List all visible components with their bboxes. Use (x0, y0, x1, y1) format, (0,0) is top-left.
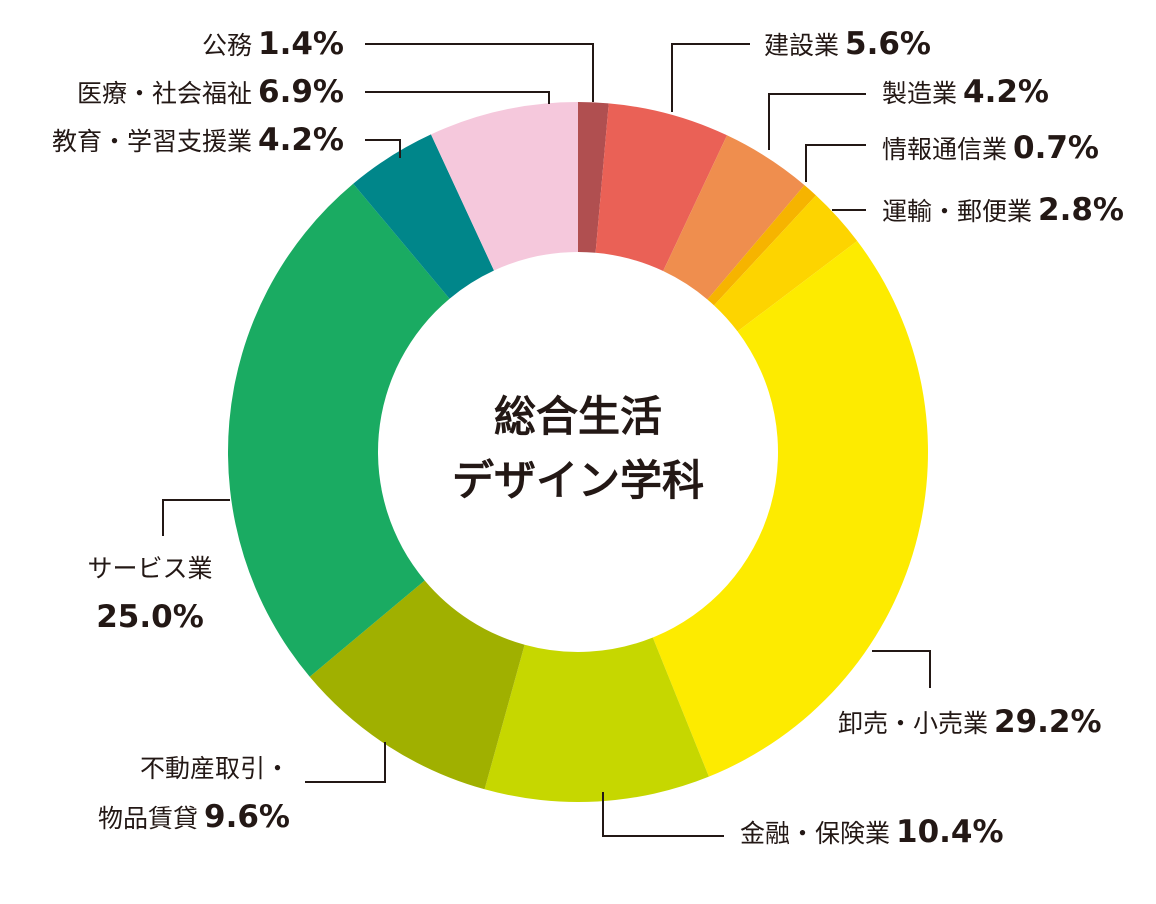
label-jouhou: 情報通信業 0.7% (882, 130, 1099, 166)
leader-line-service (162, 499, 230, 536)
slice-2 (663, 135, 805, 300)
label-koumu: 公務 1.4% (202, 26, 344, 62)
leader-line-kensetsu (671, 43, 750, 112)
slice-7 (309, 580, 525, 790)
slice-3 (707, 185, 816, 306)
label-kensetsu: 建設業 5.6% (764, 26, 931, 62)
label-unyu: 運輸・郵便業 2.8% (882, 192, 1124, 228)
label-iryou: 医療・社会福祉 6.9% (77, 74, 344, 110)
label-kinyu: 金融・保険業 10.4% (740, 814, 1004, 850)
leader-line-seizou (768, 93, 866, 150)
label-seizou: 製造業 4.2% (882, 74, 1049, 110)
slice-6 (484, 637, 709, 802)
label-fudousan: 不動産取引・ 物品賃貸 9.6% (98, 754, 290, 835)
slice-0 (578, 102, 609, 253)
leader-line-iryou (365, 91, 550, 104)
center-title-line-1: 総合生活 (493, 392, 662, 441)
leader-lines (162, 43, 931, 837)
leader-line-kyouiku (365, 139, 401, 158)
slice-4 (713, 195, 858, 332)
slice-8 (228, 183, 450, 677)
slice-9 (353, 134, 494, 299)
label-service: サービス業 25.0% (87, 554, 213, 635)
leader-line-oroshi (872, 650, 931, 688)
center-title-line-2: デザイン学科 (451, 456, 704, 505)
slice-5 (652, 240, 928, 777)
slice-1 (595, 103, 728, 272)
slice-10 (430, 102, 578, 271)
center-title: 総合生活 デザイン学科 (428, 385, 728, 513)
label-oroshi: 卸売・小売業 29.2% (838, 704, 1102, 740)
label-kyouiku: 教育・学習支援業 4.2% (52, 122, 344, 158)
leader-line-jouhou (805, 144, 866, 182)
leader-line-fudousan (305, 742, 386, 783)
leader-line-koumu (365, 43, 594, 102)
leader-line-kinyu (602, 792, 724, 837)
